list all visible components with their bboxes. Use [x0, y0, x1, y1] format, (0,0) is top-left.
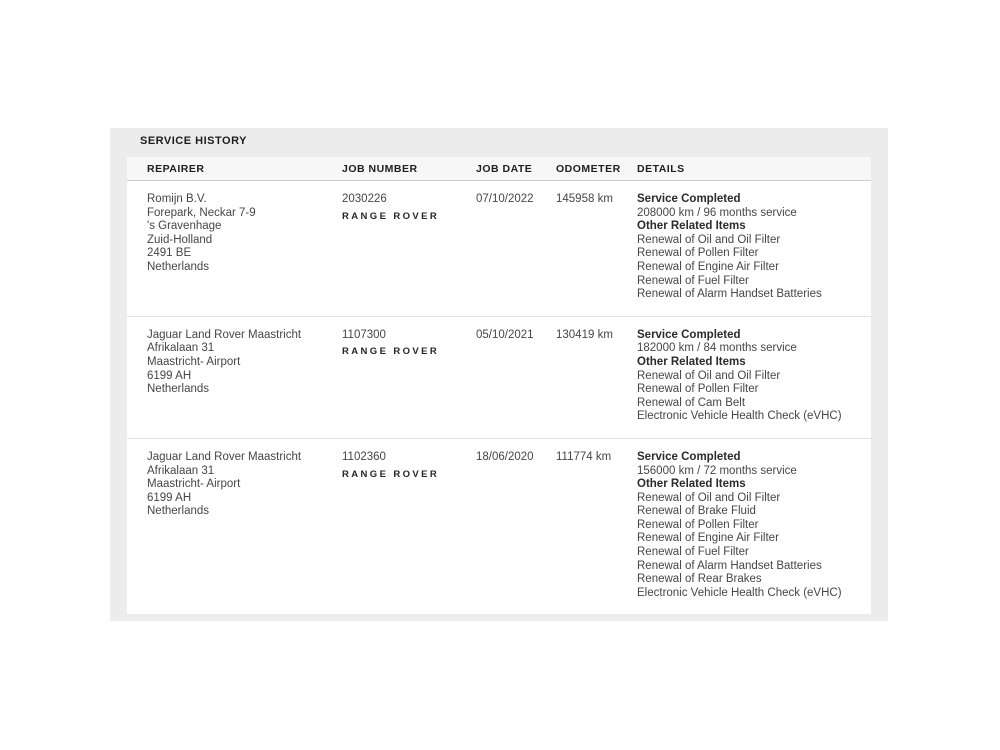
table-row: Jaguar Land Rover Maastricht Afrikalaan 3… — [127, 439, 871, 615]
details-cell: Service Completed 182000 km / 84 months s… — [637, 329, 851, 424]
job-number: 1107300 — [342, 328, 386, 341]
column-header-odometer: ODOMETER — [556, 162, 621, 175]
detail-line: Renewal of Engine Air Filter — [637, 532, 779, 545]
detail-line: Renewal of Pollen Filter — [637, 518, 759, 531]
detail-line: Renewal of Brake Fluid — [637, 505, 756, 518]
repairer-address-line: Romijn B.V. — [147, 193, 207, 205]
job-date: 07/10/2022 — [476, 193, 534, 205]
repairer-address-line: Netherlands — [147, 260, 210, 273]
repairer-cell: Romijn B.V. Forepark, Neckar 7-9's Graven… — [147, 193, 342, 302]
job-number: 2030226 — [342, 193, 387, 205]
repairer-cell: Jaguar Land Rover Maastricht Afrikalaan 3… — [147, 329, 342, 424]
detail-line: Renewal of Cam Belt — [637, 396, 746, 409]
job-number-cell: 1107300 RANGE ROVER — [342, 329, 476, 424]
repairer-address-line: Forepark, Neckar 7-9 — [147, 206, 256, 219]
detail-line: Renewal of Fuel Filter — [637, 546, 749, 559]
job-number-cell: 1102360 RANGE ROVER — [342, 451, 476, 601]
repairer-address-line: 's Gravenhage — [147, 220, 222, 233]
detail-line: Service Completed — [637, 193, 741, 205]
repairer-address-line: Netherlands — [147, 505, 210, 518]
repairer-address-line: Netherlands — [147, 383, 210, 396]
repairer-address-line: Maastricht- Airport — [147, 355, 241, 368]
detail-line: Renewal of Oil and Oil Filter — [637, 233, 781, 246]
detail-line: Service Completed — [637, 328, 741, 341]
column-header-repairer: REPAIRER — [147, 162, 205, 175]
detail-line: 156000 km / 72 months service — [637, 464, 797, 477]
service-history-table: REPAIRER JOB NUMBER JOB DATE ODOMETER DE… — [127, 157, 871, 615]
detail-line: Renewal of Fuel Filter — [637, 274, 749, 287]
table-row: Jaguar Land Rover Maastricht Afrikalaan 3… — [127, 317, 871, 439]
detail-line: Electronic Vehicle Health Check (eVHC) — [637, 586, 842, 599]
detail-line: 182000 km / 84 months service — [637, 342, 797, 355]
detail-line: Renewal of Rear Brakes — [637, 573, 762, 586]
repairer-address-line: 6199 AH — [147, 491, 192, 504]
table-header-row: REPAIRER JOB NUMBER JOB DATE ODOMETER DE… — [127, 157, 871, 181]
repairer-address-line: 6199 AH — [147, 369, 192, 382]
detail-line: Renewal of Pollen Filter — [637, 383, 759, 396]
job-date: 18/06/2020 — [476, 450, 534, 463]
range-rover-logo: RANGE ROVER — [342, 210, 440, 222]
repairer-address-line: Maastricht- Airport — [147, 478, 241, 491]
detail-line: Renewal of Pollen Filter — [637, 247, 759, 260]
job-number-cell: 2030226 RANGE ROVER — [342, 193, 476, 302]
column-header-details: DETAILS — [637, 162, 685, 175]
detail-line: 208000 km / 96 months service — [637, 206, 797, 219]
detail-line: Service Completed — [637, 450, 741, 463]
detail-line: Electronic Vehicle Health Check (eVHC) — [637, 410, 842, 423]
job-number: 1102360 — [342, 450, 386, 463]
detail-line: Renewal of Engine Air Filter — [637, 260, 779, 273]
details-cell: Service Completed 156000 km / 72 months s… — [637, 451, 851, 601]
odometer: 111774 km — [556, 450, 612, 463]
detail-line: Renewal of Oil and Oil Filter — [637, 491, 781, 504]
range-rover-logo: RANGE ROVER — [342, 346, 440, 358]
table-row: Romijn B.V. Forepark, Neckar 7-9's Graven… — [127, 181, 871, 317]
column-header-job-number: JOB NUMBER — [342, 162, 418, 175]
job-date: 05/10/2021 — [476, 328, 534, 341]
detail-line: Renewal of Oil and Oil Filter — [637, 369, 781, 382]
range-rover-logo: RANGE ROVER — [342, 468, 440, 480]
repairer-address-line: Afrikalaan 31 — [147, 464, 215, 477]
odometer: 130419 km — [556, 328, 613, 341]
table-body: Romijn B.V. Forepark, Neckar 7-9's Graven… — [127, 181, 871, 614]
detail-line: Other Related Items — [637, 220, 746, 233]
detail-line: Other Related Items — [637, 355, 746, 368]
detail-line: Renewal of Alarm Handset Batteries — [637, 559, 822, 572]
repairer-cell: Jaguar Land Rover Maastricht Afrikalaan 3… — [147, 451, 342, 601]
details-cell: Service Completed 208000 km / 96 months s… — [637, 193, 851, 302]
repairer-address-line: Jaguar Land Rover Maastricht — [147, 450, 302, 463]
repairer-address-line: 2491 BE — [147, 247, 192, 260]
service-history-card: SERVICE HISTORY REPAIRER JOB NUMBER JOB … — [110, 128, 888, 621]
detail-line: Renewal of Alarm Handset Batteries — [637, 288, 822, 301]
repairer-address-line: Jaguar Land Rover Maastricht — [147, 328, 302, 341]
column-header-job-date: JOB DATE — [476, 162, 533, 175]
detail-line: Other Related Items — [637, 478, 746, 491]
page-title: SERVICE HISTORY — [140, 135, 247, 147]
repairer-address-line: Zuid-Holland — [147, 233, 213, 246]
odometer: 145958 km — [556, 193, 613, 205]
repairer-address-line: Afrikalaan 31 — [147, 342, 215, 355]
